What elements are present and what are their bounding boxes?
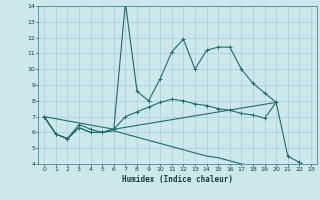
X-axis label: Humidex (Indice chaleur): Humidex (Indice chaleur) bbox=[122, 175, 233, 184]
